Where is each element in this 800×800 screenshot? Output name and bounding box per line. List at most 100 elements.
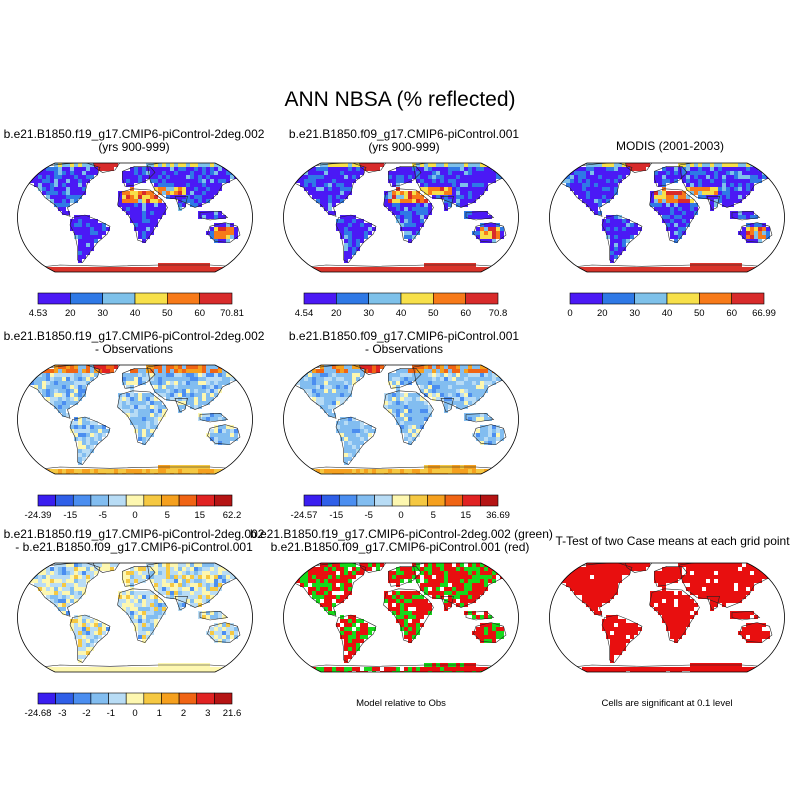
coastlines [283, 365, 519, 474]
panel-5-title: b.e21.B1850.f09_g17.CMIP6-piControl.001 … [270, 330, 538, 356]
colorbar-swatch [90, 692, 109, 705]
panel-5-title-line1: b.e21.B1850.f09_g17.CMIP6-piControl.001 [288, 329, 520, 343]
colorbar-swatch [134, 292, 168, 305]
panel-6-map [17, 562, 253, 673]
coastline-greenland [358, 563, 387, 573]
panel-3-title: MODIS (2001-2003) [540, 140, 800, 153]
panel-8-note: Cells are significant at 0.1 level [601, 698, 733, 709]
coastline-australia [207, 424, 241, 445]
coastline-india [174, 397, 188, 413]
colorbar-tick-label: 30 [363, 308, 374, 319]
coastline-greenland [92, 365, 121, 375]
coastline-africa [383, 188, 434, 243]
coastline-india [174, 595, 188, 611]
panel-1-map [17, 162, 253, 273]
panel-1-title-line2: (yrs 900-999) [98, 140, 170, 154]
map-cells [284, 563, 516, 672]
coastline-south-america [69, 416, 111, 465]
colorbar-tick-label: -5 [98, 510, 106, 521]
colorbar-swatch [161, 494, 180, 507]
coastline-greenland [92, 163, 121, 173]
coastline-europe [654, 566, 688, 587]
colorbar-swatch [125, 494, 145, 507]
colorbar-swatch [125, 692, 145, 705]
panel-7-note: Model relative to Obs [356, 698, 446, 709]
colorbar-swatch [214, 494, 233, 507]
coastline-south-america [69, 214, 111, 263]
coastline-south-america [69, 614, 111, 663]
coastline-north-america [293, 563, 367, 617]
colorbar-swatch [731, 292, 765, 305]
colorbar-swatch [374, 494, 393, 507]
panel-4-title-line2: - Observations [94, 342, 174, 356]
colorbar-tick-label: 50 [694, 308, 705, 319]
colorbar-swatch [462, 494, 481, 507]
coastline-north-america [293, 163, 367, 217]
colorbar-swatch [108, 692, 127, 705]
colorbar-swatch [602, 292, 635, 305]
coastline-australia [207, 622, 241, 643]
colorbar-swatch [102, 292, 136, 305]
colorbar-tick-label: 15 [460, 510, 471, 521]
coastlines [549, 163, 785, 272]
panel-1-title-line1: b.e21.B1850.f19_g17.CMIP6-piControl-2deg… [3, 127, 265, 141]
colorbar-tick-label: 62.2 [223, 510, 242, 521]
colorbar-tick-label: 0 [398, 510, 403, 521]
coastline-africa [649, 188, 700, 243]
panel-1-colorbar: 4.53 20 30 40 50 60 70.81 [29, 292, 244, 319]
map-border [549, 162, 785, 273]
colorbar-tick-label: -15 [63, 510, 77, 521]
coastline-north-america [559, 563, 633, 617]
colorbar-tick-label: -24.68 [25, 708, 52, 719]
colorbar-tick-label: 40 [662, 308, 673, 319]
coastline-europe [388, 166, 422, 187]
colorbar-tick-label: 60 [726, 308, 737, 319]
colorbar-swatch [391, 494, 411, 507]
coastline-europe [122, 166, 156, 187]
colorbar-swatch [433, 292, 466, 305]
panel-5-title-line2: - Observations [364, 342, 444, 356]
coastline-indonesia [465, 610, 495, 621]
colorbar-swatch [303, 292, 337, 305]
map-cells [18, 365, 250, 474]
panel-2-map [283, 162, 519, 273]
coastline-greenland [358, 163, 387, 173]
coastline-north-america [293, 365, 367, 419]
colorbar-tick-label: 60 [194, 308, 205, 319]
coastline-antarctica [283, 264, 519, 272]
colorbar-swatch [569, 292, 603, 305]
panel-4-title-line1: b.e21.B1850.f19_g17.CMIP6-piControl-2deg… [3, 329, 265, 343]
coastline-south-america [335, 214, 377, 263]
map-border [283, 364, 519, 475]
panel-8-title: T-Test of two Case means at each grid po… [545, 535, 800, 548]
colorbar-tick-label: 2 [181, 708, 186, 719]
coastline-south-america [335, 614, 377, 663]
coastline-india [174, 195, 188, 211]
colorbar-swatch [400, 292, 434, 305]
coastline-antarctica [549, 264, 785, 272]
colorbar-tick-label: -5 [364, 510, 372, 521]
panel-3-colorbar: 0 20 30 40 50 60 66.99 [567, 292, 776, 319]
map-cells [284, 163, 516, 272]
colorbar-tick-label: 60 [460, 308, 471, 319]
map-border [17, 562, 253, 673]
panel-6-title-line1: b.e21.B1850.f19_g17.CMIP6-piControl-2deg… [3, 527, 265, 541]
colorbar-swatch [143, 692, 162, 705]
coastline-australia [473, 424, 507, 445]
coastline-europe [122, 566, 156, 587]
colorbar-swatch [321, 494, 340, 507]
colorbar-swatch [143, 494, 162, 507]
colorbar-tick-label: 21.6 [223, 708, 242, 719]
coastline-north-america [559, 163, 633, 217]
coastline-india [706, 195, 720, 211]
colorbar-swatch [55, 494, 74, 507]
coastline-africa [117, 188, 168, 243]
colorbar-tick-label: 20 [597, 308, 608, 319]
colorbar-tick-label: 3 [205, 708, 210, 719]
coastline-antarctica [17, 466, 253, 474]
colorbar-swatch [444, 494, 464, 507]
colorbar-tick-label: 5 [165, 510, 170, 521]
coastline-antarctica [17, 264, 253, 272]
colorbar-swatch [699, 292, 732, 305]
coastline-europe [388, 566, 422, 587]
